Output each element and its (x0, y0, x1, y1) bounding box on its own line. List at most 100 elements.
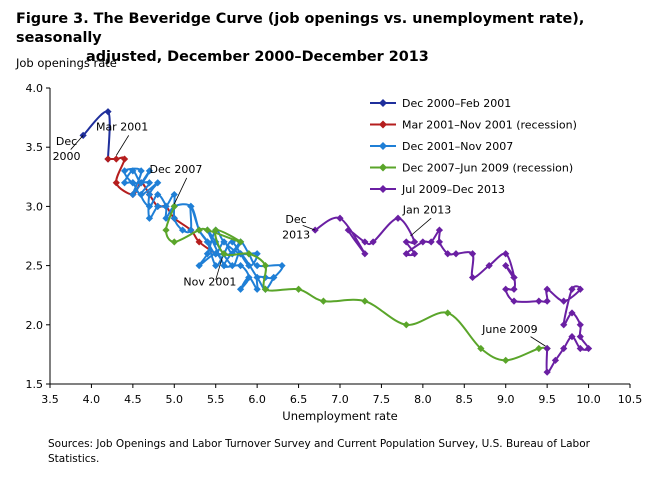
annotation-leaders (70, 135, 546, 347)
data-point (195, 238, 203, 246)
data-point (236, 285, 245, 293)
annotation-label: June 2009 (481, 323, 537, 336)
x-tick-label: 7.5 (373, 393, 391, 406)
data-point (145, 202, 154, 210)
data-point (402, 250, 410, 258)
data-point (145, 190, 154, 199)
data-point (154, 202, 162, 210)
data-point (170, 238, 178, 246)
y-tick-label: 4.0 (26, 82, 44, 95)
data-point (485, 262, 493, 270)
data-point (145, 179, 154, 187)
series-5 (311, 214, 593, 376)
annotation-leader (302, 224, 316, 231)
data-point (294, 285, 303, 293)
data-point (361, 250, 369, 258)
data-point (369, 238, 377, 246)
data-point (402, 238, 410, 246)
data-point (410, 250, 419, 258)
legend-label: Dec 2007–Jun 2009 (recession) (402, 162, 573, 175)
data-point (145, 167, 154, 175)
data-point (129, 190, 137, 199)
data-point (203, 250, 212, 258)
x-tick-label: 8.5 (456, 393, 474, 406)
y-axis-label: Job openings rate (16, 56, 117, 70)
data-point (551, 356, 560, 364)
data-point (444, 309, 452, 317)
annotations: Dec 2000 Mar 2001 Dec 2007 Nov 2001 Dec 2013 Ja… (53, 121, 538, 336)
series-line (82, 110, 111, 160)
x-tick-label: 6.0 (248, 393, 266, 406)
x-tick-label: 9.5 (538, 393, 556, 406)
annotation-leader (173, 177, 188, 205)
data-point (236, 238, 245, 246)
legend: Dec 2000–Feb 2001 Mar 2001–Nov 2001 (rece… (370, 97, 577, 196)
data-point (261, 262, 270, 270)
annotation-leader (410, 217, 432, 237)
data-point (535, 297, 543, 305)
legend-label: Dec 2001–Nov 2007 (402, 140, 513, 153)
data-point (510, 273, 518, 282)
data-point (543, 297, 551, 305)
annotation-leader (215, 257, 223, 280)
legend-swatch-marker (379, 120, 387, 129)
data-point (560, 321, 568, 329)
data-point (427, 238, 435, 246)
data-point (220, 250, 228, 258)
data-point (568, 309, 576, 317)
data-point (187, 226, 195, 234)
legend-swatch-marker (379, 99, 387, 107)
data-point (576, 285, 584, 293)
data-point (195, 226, 203, 234)
legend-item-1: Dec 2000–Feb 2001 (370, 97, 511, 110)
axes: 1.5 2.0 2.5 3.0 3.5 4.0 3.5 4.0 4.5 5.0 5.5 6.0 6.5 7… (26, 82, 643, 406)
annotation-leader (70, 135, 84, 150)
chart-title-line2: adjusted, December 2000–December 2013 (86, 49, 429, 65)
data-point (104, 108, 112, 116)
data-point (336, 214, 344, 222)
legend-swatch-marker (379, 185, 387, 193)
legend-item-2: Mar 2001–Nov 2001 (recession) (370, 119, 577, 132)
data-point (576, 333, 584, 341)
annotation-label: Jan 2013 (402, 204, 451, 217)
legend-item-3: Dec 2001–Nov 2007 (370, 140, 513, 153)
annotation-label: Dec (56, 135, 77, 148)
data-point (245, 262, 253, 270)
source-note: Sources: Job Openings and Labor Turnover… (48, 438, 590, 465)
data-point (104, 155, 112, 163)
data-point (195, 262, 203, 270)
annotation-label: Dec (285, 213, 306, 226)
data-point (170, 190, 178, 199)
data-point (510, 285, 518, 293)
y-tick-label: 1.5 (26, 378, 44, 391)
x-tick-label: 10.0 (576, 393, 601, 406)
data-point (253, 285, 261, 293)
data-point (245, 273, 253, 282)
data-point (220, 238, 228, 246)
data-point (187, 202, 195, 210)
chart-title-line1: Figure 3. The Beveridge Curve (job openi… (16, 11, 585, 46)
legend-item-5: Jul 2009–Dec 2013 (370, 183, 505, 196)
x-tick-label: 4.5 (124, 393, 142, 406)
data-point (137, 190, 145, 199)
y-tick-label: 3.5 (26, 141, 44, 154)
data-point (568, 333, 576, 341)
annotation-label: 2013 (282, 228, 310, 241)
data-point (129, 167, 137, 175)
series-group (79, 108, 593, 376)
data-point (444, 250, 452, 258)
data-point (543, 344, 551, 353)
chart-title: Figure 3. The Beveridge Curve (job openi… (16, 10, 663, 67)
data-point (120, 155, 129, 163)
x-tick-label: 8.0 (414, 393, 432, 406)
data-point (361, 238, 369, 246)
annotation-leader (530, 336, 546, 347)
data-point (212, 226, 220, 234)
data-point (120, 179, 129, 187)
data-point (435, 238, 444, 246)
legend-label: Jul 2009–Dec 2013 (401, 183, 505, 196)
data-point (502, 250, 510, 258)
data-point (510, 297, 518, 305)
x-tick-label: 5.5 (207, 393, 225, 406)
